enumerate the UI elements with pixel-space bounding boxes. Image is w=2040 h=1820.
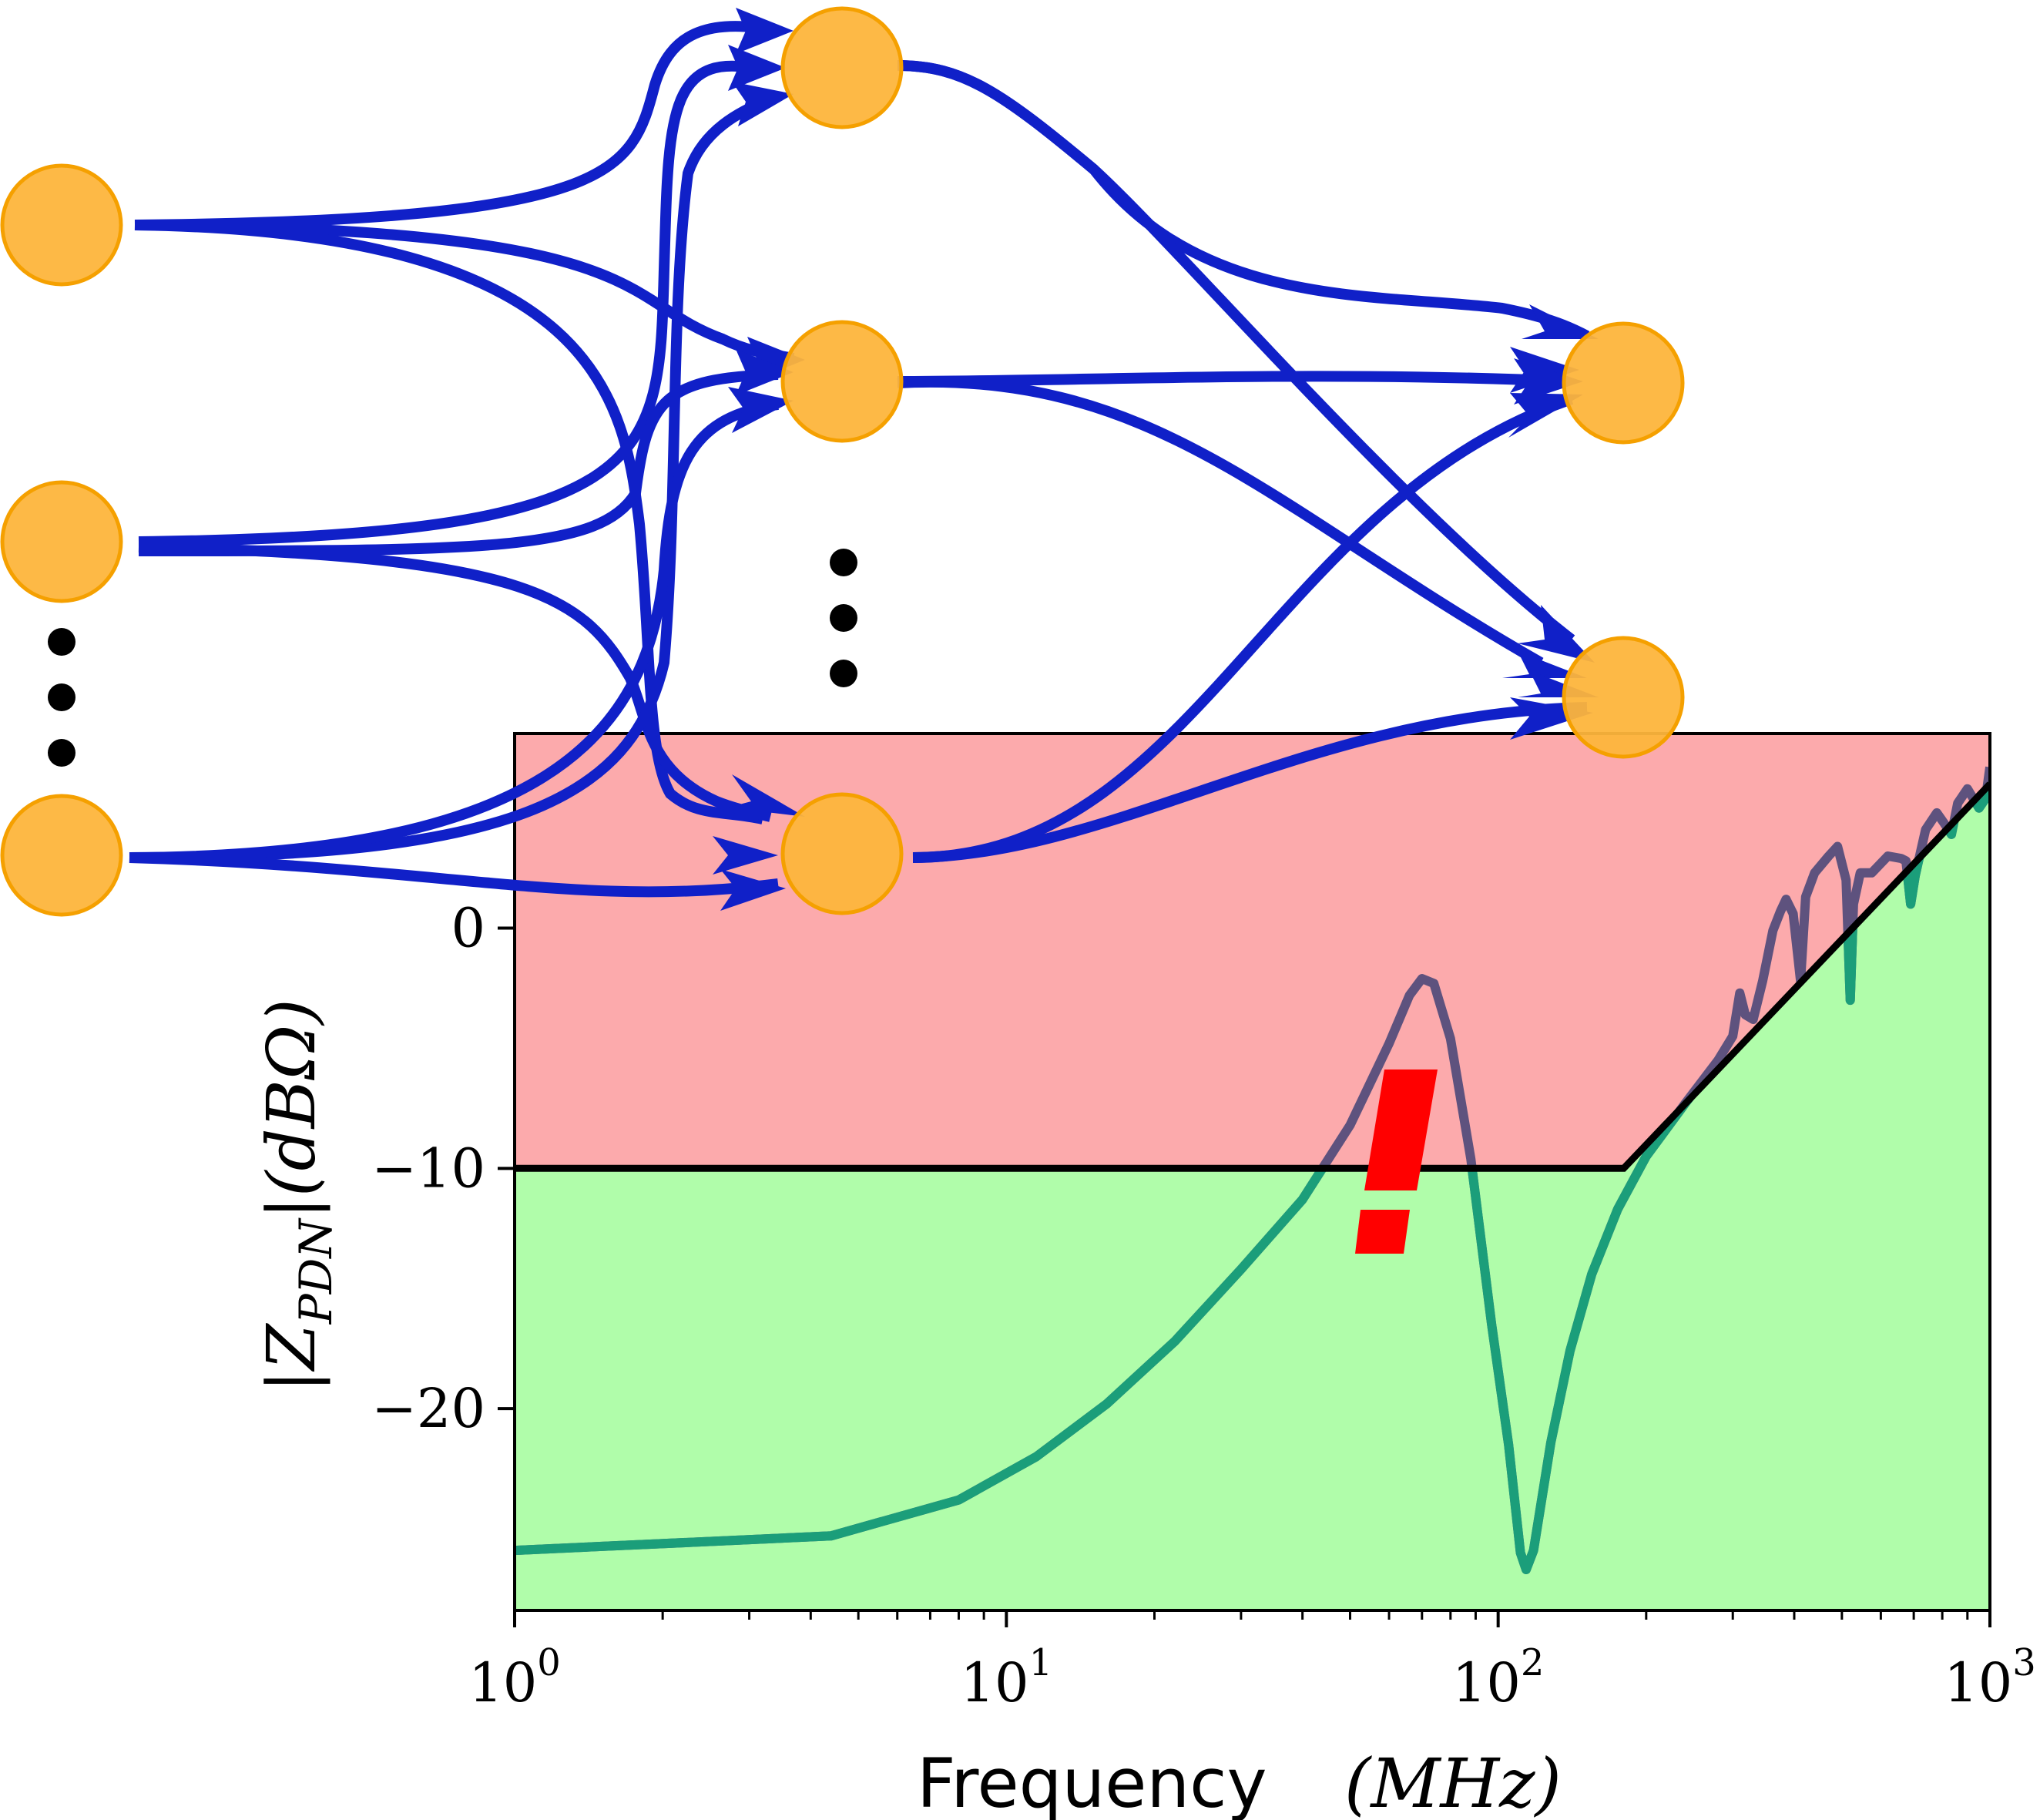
arrowhead-icon <box>728 387 794 433</box>
edge <box>138 60 768 547</box>
arrowhead-icon <box>1514 358 1583 405</box>
network-ellipsis <box>48 549 857 767</box>
network-edges <box>129 21 1590 898</box>
edge <box>134 220 795 364</box>
y-axis-title-unit: |(dBΩ) <box>253 999 330 1219</box>
y-axis-title-sub: PDN <box>290 1217 342 1325</box>
input-node <box>0 480 123 603</box>
input-layer-ellipsis-icon <box>48 628 75 767</box>
network-nodes <box>0 6 1685 917</box>
arrowhead-icon <box>1510 697 1593 740</box>
exclamation-mark-icon <box>1355 1070 1438 1254</box>
x-axis-title-text: Frequency <box>917 1744 1267 1820</box>
x-tick-label-exp: 3 <box>2012 1641 2036 1684</box>
arrowhead-icon <box>728 45 786 91</box>
edge <box>138 542 772 822</box>
x-tick-label-base: 10 <box>1452 1651 1521 1714</box>
y-axis-title: |ZPDN|(dBΩ) <box>253 999 342 1392</box>
hidden-layer-ellipsis-icon <box>830 549 857 687</box>
arrowhead-icon <box>728 774 805 817</box>
x-tick-label: 103 <box>1944 1641 2036 1714</box>
hidden-node <box>780 320 904 443</box>
arrowhead-icon <box>736 349 794 395</box>
x-axis-title: Frequency (MHz) <box>917 1744 1562 1820</box>
edge <box>897 60 1590 341</box>
x-tick-label-exp: 2 <box>1521 1641 1545 1684</box>
y-axis-title-main: |Z <box>253 1323 330 1392</box>
x-tick-label-base: 10 <box>468 1651 537 1714</box>
plot-frame <box>513 732 1991 1612</box>
y-tick-label: 0 <box>451 897 485 960</box>
arrowhead-icon <box>1522 304 1599 339</box>
arrowhead-icon <box>1502 651 1587 678</box>
x-tick-label: 101 <box>961 1641 1053 1714</box>
network-arrowheads <box>713 8 1599 911</box>
target-impedance-mask <box>515 781 1990 1172</box>
x-tick-label: 100 <box>468 1641 561 1714</box>
x-tick-label-base: 10 <box>1944 1651 2012 1714</box>
edge <box>129 399 779 863</box>
x-tick-label-exp: 1 <box>1029 1641 1053 1684</box>
x-tick-label-base: 10 <box>961 1651 1029 1714</box>
input-node <box>0 163 123 287</box>
edge <box>912 394 1574 863</box>
edge <box>134 220 764 824</box>
output-node <box>1562 636 1685 759</box>
safe-region <box>515 784 1990 1610</box>
input-node <box>0 794 123 917</box>
impedance-chart: 100 101 102 103 0−10−20 Frequency (MHz) |ZP… <box>253 732 2036 1820</box>
arrowhead-icon <box>1518 605 1595 663</box>
arrowhead-icon <box>720 869 786 911</box>
edge <box>129 852 779 898</box>
hidden-node <box>780 792 904 915</box>
edge <box>134 21 780 230</box>
x-axis-title-unit: (MHz) <box>1344 1744 1562 1820</box>
svg-text:|ZPDN|(dBΩ): |ZPDN|(dBΩ) <box>253 999 342 1392</box>
arrowhead-icon <box>732 82 794 126</box>
edge <box>129 93 773 863</box>
y-tick-label: −20 <box>371 1377 485 1440</box>
arrowhead-icon <box>713 836 778 875</box>
x-tick-label: 102 <box>1452 1641 1545 1714</box>
hidden-node <box>780 6 904 129</box>
arrowhead-icon <box>1508 393 1583 438</box>
x-axis: 100 101 102 103 <box>468 1610 2036 1714</box>
edge <box>138 369 779 556</box>
arrowhead-icon <box>736 8 794 54</box>
x-tick-label-exp: 0 <box>537 1641 561 1684</box>
edge <box>912 702 1588 863</box>
y-axis: 0 −10 −20 <box>371 897 515 1440</box>
edge <box>897 60 1575 644</box>
y-tick-label: −10 <box>371 1137 485 1200</box>
edge <box>897 376 1544 668</box>
output-node <box>1562 321 1685 445</box>
